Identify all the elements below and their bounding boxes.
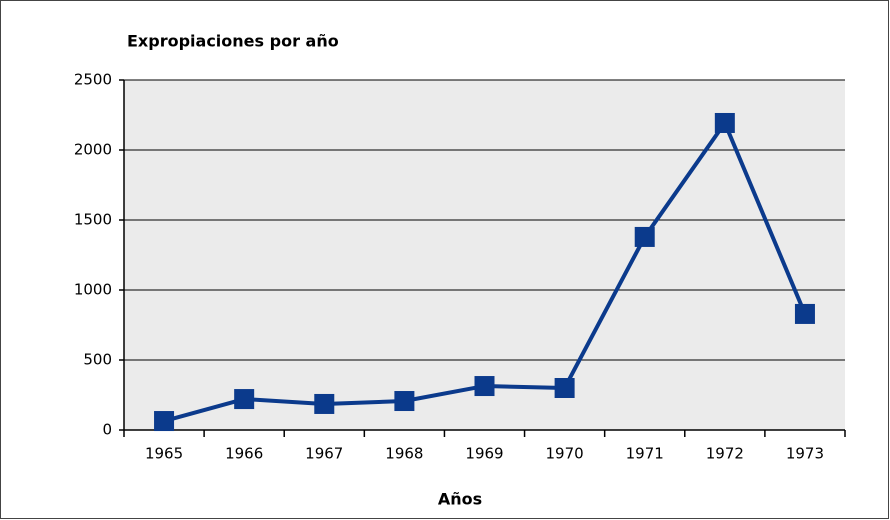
x-tick-label: 1971 — [626, 445, 664, 463]
marker — [474, 376, 495, 397]
x-tick-label: 1973 — [786, 445, 824, 463]
x-tick-label: 1970 — [546, 445, 584, 463]
x-tick-label: 1965 — [145, 445, 183, 463]
x-tick-label: 1968 — [385, 445, 423, 463]
plot-area — [124, 80, 845, 430]
marker — [154, 411, 175, 432]
marker — [394, 391, 415, 412]
marker — [314, 393, 335, 414]
x-tick-label: 1967 — [305, 445, 343, 463]
y-tick-label: 2000 — [74, 141, 112, 159]
x-tick-label: 1966 — [225, 445, 263, 463]
marker — [554, 378, 575, 398]
y-tick-label: 1500 — [74, 211, 112, 229]
x-axis-label: Años — [438, 490, 482, 509]
y-tick-label: 1000 — [74, 281, 112, 299]
chart-title: Expropiaciones por año — [127, 32, 339, 51]
y-tick-label: 0 — [102, 421, 112, 439]
marker — [794, 303, 815, 324]
y-tick-label: 2500 — [74, 71, 112, 89]
marker — [234, 389, 255, 410]
marker — [714, 112, 735, 133]
y-tick-label: 500 — [83, 351, 112, 369]
x-tick-label: 1972 — [706, 445, 744, 463]
marker — [634, 226, 655, 247]
x-tick-label: 1969 — [465, 445, 503, 463]
